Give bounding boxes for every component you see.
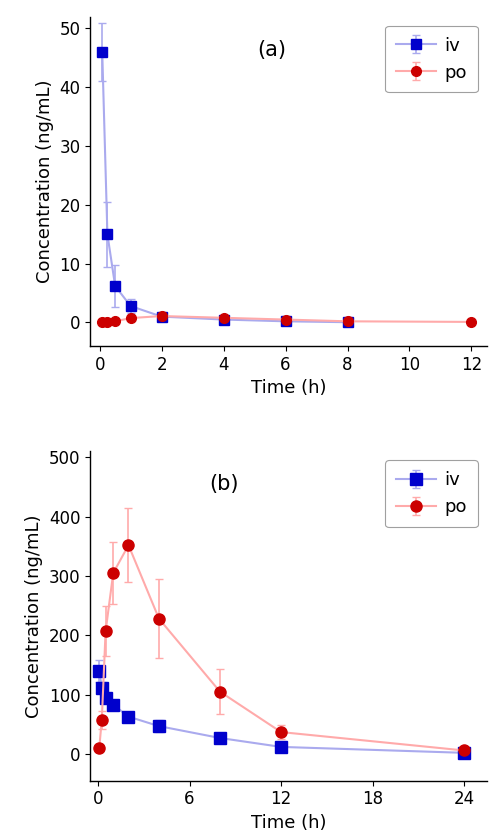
Y-axis label: Concentration (ng/mL): Concentration (ng/mL) [26,514,44,718]
X-axis label: Time (h): Time (h) [250,379,326,397]
Text: (b): (b) [209,474,238,494]
Legend: iv, po: iv, po [384,26,477,93]
X-axis label: Time (h): Time (h) [250,814,326,832]
Legend: iv, po: iv, po [384,460,477,527]
Y-axis label: Concentration (ng/mL): Concentration (ng/mL) [36,79,54,283]
Text: (a): (a) [257,40,286,60]
